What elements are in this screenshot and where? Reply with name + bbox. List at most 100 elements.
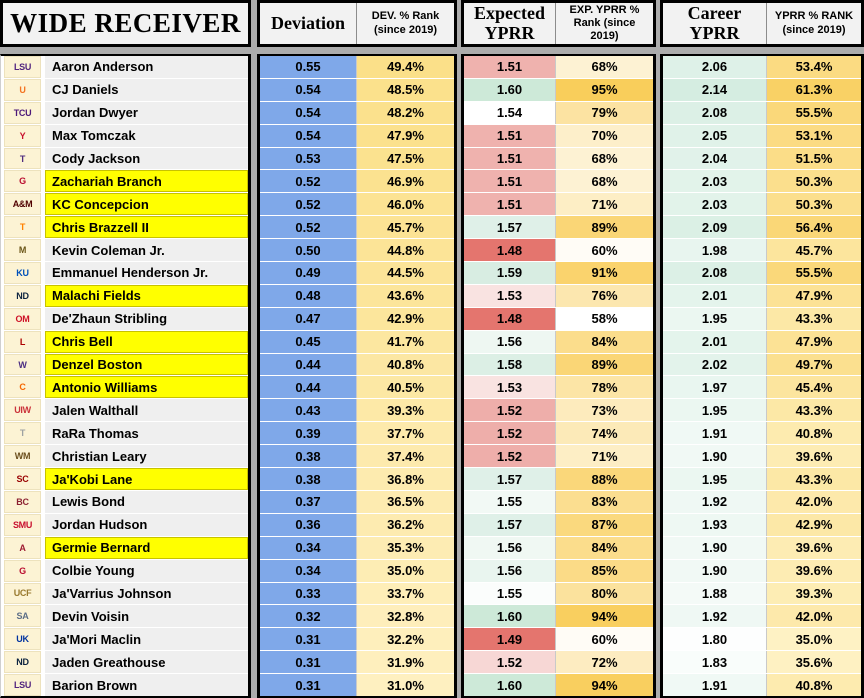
career-yprr-row: 1.91 40.8% [663,422,861,445]
player-name-cell: Christian Leary [45,445,248,468]
career-yprr-cell: 2.03 [663,170,767,193]
expected-yprr-cell: 1.49 [464,628,556,651]
player-row: KU Emmanuel Henderson Jr. [1,262,248,284]
deviation-row: 0.52 46.0% [260,193,454,216]
team-logo: SMU [4,513,41,536]
career-yprr-row: 2.08 55.5% [663,101,861,124]
team-logo: SA [4,605,41,628]
deviation-row: 0.48 43.6% [260,284,454,307]
deviation-row: 0.55 49.4% [260,56,454,78]
dev-rank-cell: 31.9% [357,651,454,674]
deviation-cell: 0.55 [260,56,357,78]
deviation-row: 0.31 31.0% [260,674,454,696]
expected-yprr-cell: 1.48 [464,307,556,330]
yprr-rank-cell: 53.1% [767,124,861,147]
player-name-cell: Jordan Hudson [45,513,248,536]
deviation-panel: 0.55 49.4% 0.54 48.5% 0.54 48.2% 0.54 47.9% 0.53… [257,54,457,698]
expected-yprr-cell: 1.51 [464,124,556,147]
career-yprr-panel: 2.06 53.4% 2.14 61.3% 2.08 55.5% 2.05 53.1% 2.04… [660,54,864,698]
exp-rank-cell: 71% [556,193,653,216]
deviation-cell: 0.52 [260,216,357,239]
expected-yprr-cell: 1.60 [464,605,556,628]
career-yprr-row: 1.98 45.7% [663,239,861,262]
deviation-row: 0.36 36.2% [260,513,454,536]
yprr-rank-cell: 50.3% [767,170,861,193]
deviation-cell: 0.53 [260,147,357,170]
yprr-rank-cell: 43.3% [767,307,861,330]
dev-rank-cell: 43.6% [357,284,454,307]
deviation-row: 0.38 36.8% [260,468,454,490]
yprr-rank-cell: 43.3% [767,399,861,422]
player-name-cell: Emmanuel Henderson Jr. [45,262,248,284]
career-yprr-row: 1.92 42.0% [663,490,861,513]
deviation-header-group: Deviation DEV. % Rank (since 2019) [257,0,457,47]
expected-yprr-cell: 1.52 [464,445,556,468]
expected-yprr-cell: 1.57 [464,513,556,536]
exp-rank-cell: 76% [556,284,653,307]
dev-rank-cell: 36.2% [357,513,454,536]
expected-yprr-cell: 1.60 [464,78,556,101]
deviation-cell: 0.38 [260,445,357,468]
career-yprr-row: 2.01 47.9% [663,330,861,353]
dev-rank-cell: 37.4% [357,445,454,468]
team-logo: KU [4,262,41,284]
expected-yprr-cell: 1.55 [464,582,556,605]
deviation-row: 0.43 39.3% [260,399,454,422]
deviation-row: 0.49 44.5% [260,262,454,284]
expected-yprr-row: 1.57 89% [464,216,653,239]
deviation-cell: 0.37 [260,490,357,513]
yprr-rank-cell: 45.7% [767,239,861,262]
yprr-rank-cell: 61.3% [767,78,861,101]
yprr-rank-cell: 35.0% [767,628,861,651]
yprr-rank-cell: 35.6% [767,651,861,674]
yprr-rank-cell: 39.6% [767,445,861,468]
career-yprr-cell: 2.01 [663,284,767,307]
dev-rank-cell: 42.9% [357,307,454,330]
dev-rank-cell: 48.2% [357,101,454,124]
team-logo: ND [4,651,41,674]
player-name-cell: Ja'Varrius Johnson [45,582,248,605]
dev-rank-cell: 44.5% [357,262,454,284]
exp-rank-cell: 84% [556,536,653,559]
dev-rank-cell: 44.8% [357,239,454,262]
career-yprr-cell: 1.91 [663,422,767,445]
player-name-cell: Colbie Young [45,559,248,582]
career-yprr-cell: 1.90 [663,445,767,468]
expected-yprr-header-group: Expected YPRR EXP. YPRR % Rank (since 20… [461,0,656,47]
expected-yprr-row: 1.56 85% [464,559,653,582]
exp-rank-cell: 80% [556,582,653,605]
expected-yprr-row: 1.53 76% [464,284,653,307]
exp-rank-cell: 79% [556,101,653,124]
deviation-row: 0.44 40.5% [260,376,454,399]
player-name-cell: Cody Jackson [45,147,248,170]
expected-yprr-row: 1.48 60% [464,239,653,262]
exp-rank-cell: 60% [556,239,653,262]
player-row: ND Malachi Fields [1,284,248,307]
career-yprr-row: 2.05 53.1% [663,124,861,147]
player-name-cell: Kevin Coleman Jr. [45,239,248,262]
team-logo: ND [4,284,41,307]
player-row: UIW Jalen Walthall [1,399,248,422]
player-row: T Cody Jackson [1,147,248,170]
expected-yprr-cell: 1.51 [464,193,556,216]
player-name-cell: Ja'Mori Maclin [45,628,248,651]
team-logo: M [4,239,41,262]
expected-yprr-row: 1.58 89% [464,353,653,376]
expected-yprr-row: 1.56 84% [464,536,653,559]
career-yprr-cell: 2.06 [663,56,767,78]
expected-yprr-cell: 1.58 [464,353,556,376]
career-yprr-row: 2.09 56.4% [663,216,861,239]
career-yprr-row: 1.97 45.4% [663,376,861,399]
player-name-cell: Denzel Boston [45,353,248,376]
yprr-rank-cell: 56.4% [767,216,861,239]
expected-yprr-cell: 1.56 [464,536,556,559]
dev-rank-cell: 46.9% [357,170,454,193]
dev-rank-cell: 47.5% [357,147,454,170]
deviation-cell: 0.39 [260,422,357,445]
player-name-cell: Germie Bernard [45,536,248,559]
expected-yprr-cell: 1.48 [464,239,556,262]
deviation-row: 0.38 37.4% [260,445,454,468]
exp-rank-cell: 78% [556,376,653,399]
career-yprr-cell: 1.97 [663,376,767,399]
player-row: M Kevin Coleman Jr. [1,239,248,262]
